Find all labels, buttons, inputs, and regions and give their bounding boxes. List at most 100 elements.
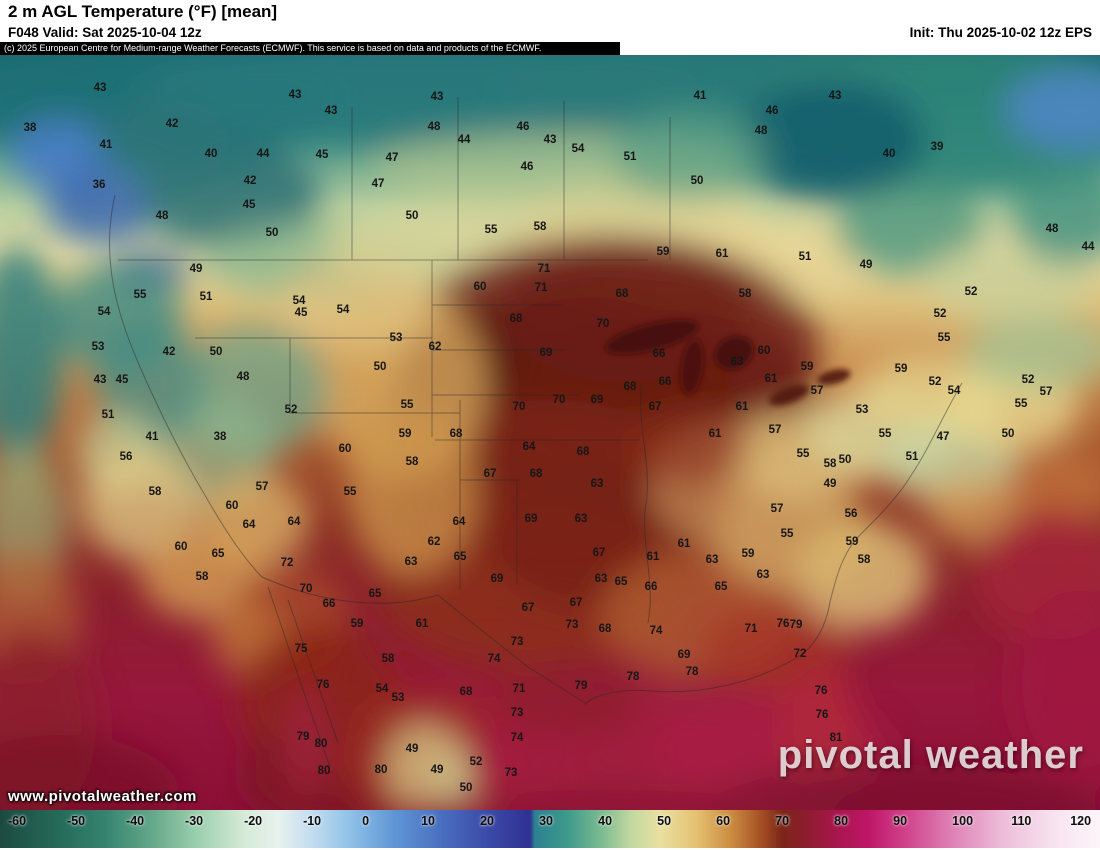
temp-label: 61 xyxy=(736,401,749,413)
temp-label: 59 xyxy=(657,246,670,258)
temp-label: 68 xyxy=(577,446,590,458)
temperature-map: 43 38 41 36 42 40 44 42 45 48 50 43 43 45 47 47 50 43 48 44… xyxy=(0,55,1100,810)
valid-time-label: F048 Valid: Sat 2025-10-04 12z xyxy=(8,25,202,40)
temp-label: 55 xyxy=(134,289,147,301)
temp-label: 45 xyxy=(116,374,129,386)
temp-label: 55 xyxy=(879,428,892,440)
temp-label: 75 xyxy=(295,643,308,655)
temp-label: 67 xyxy=(570,597,583,609)
temp-label: 44 xyxy=(458,134,471,146)
header: 2 m AGL Temperature (°F) [mean] F048 Val… xyxy=(0,0,1100,42)
temp-label: 51 xyxy=(799,251,812,263)
temp-label: 68 xyxy=(530,468,543,480)
temp-label: 79 xyxy=(297,731,310,743)
temp-label: 42 xyxy=(163,346,176,358)
temp-label: 73 xyxy=(511,636,524,648)
temp-label: 63 xyxy=(731,356,744,368)
colorbar-tick-label: -60 xyxy=(8,814,27,828)
temp-label: 57 xyxy=(811,385,824,397)
temp-label: 53 xyxy=(392,692,405,704)
temp-label: 68 xyxy=(460,686,473,698)
temp-label: 49 xyxy=(406,743,419,755)
temp-label: 55 xyxy=(781,528,794,540)
temp-label: 46 xyxy=(517,121,530,133)
page-title: 2 m AGL Temperature (°F) [mean] xyxy=(8,2,278,21)
colorbar-tick-label: -10 xyxy=(303,814,322,828)
temp-label: 50 xyxy=(266,227,279,239)
colorbar-tick-label: -40 xyxy=(126,814,145,828)
temp-label: 63 xyxy=(706,554,719,566)
temp-label: 52 xyxy=(965,286,978,298)
temp-label: 76 xyxy=(317,679,330,691)
temperature-field xyxy=(0,55,1100,810)
temp-label: 40 xyxy=(883,148,896,160)
colorbar-tick-label: 110 xyxy=(1011,814,1032,828)
temp-label: 65 xyxy=(212,548,225,560)
temp-label: 51 xyxy=(906,451,919,463)
temp-label: 42 xyxy=(166,118,179,130)
temp-label: 63 xyxy=(757,569,770,581)
temp-label: 43 xyxy=(94,82,107,94)
temp-label: 66 xyxy=(645,581,658,593)
map-canvas: 43 38 41 36 42 40 44 42 45 48 50 43 43 45 47 47 50 43 48 44… xyxy=(0,55,1100,810)
temp-label: 50 xyxy=(460,782,473,794)
temp-label: 54 xyxy=(293,295,306,307)
temp-label: 59 xyxy=(895,363,908,375)
temp-label: 57 xyxy=(771,503,784,515)
temp-label: 43 xyxy=(94,374,107,386)
temp-label: 67 xyxy=(593,547,606,559)
temp-label: 74 xyxy=(511,732,524,744)
temp-label: 59 xyxy=(846,536,859,548)
temp-label: 73 xyxy=(505,767,518,779)
colorbar-tick-label: -30 xyxy=(185,814,204,828)
temp-label: 80 xyxy=(318,765,331,777)
colorbar-tick-label: 70 xyxy=(775,814,790,828)
temp-label: 47 xyxy=(937,431,950,443)
temp-label: 58 xyxy=(382,653,395,665)
temp-label: 48 xyxy=(156,210,169,222)
temp-label: 48 xyxy=(1046,223,1059,235)
temp-label: 60 xyxy=(474,281,487,293)
temp-label: 61 xyxy=(647,551,660,563)
temp-label: 61 xyxy=(678,538,691,550)
temp-label: 44 xyxy=(257,148,270,160)
temp-label: 58 xyxy=(824,458,837,470)
temp-label: 79 xyxy=(790,619,803,631)
temp-label: 49 xyxy=(860,259,873,271)
temp-label: 59 xyxy=(351,618,364,630)
temp-label: 41 xyxy=(694,90,707,102)
great-lakes xyxy=(605,319,851,406)
ecmwf-copyright: (c) 2025 European Centre for Medium-rang… xyxy=(0,42,620,55)
temp-label: 60 xyxy=(758,345,771,357)
temp-label: 56 xyxy=(120,451,133,463)
map-borders xyxy=(109,97,963,768)
temp-label: 66 xyxy=(659,376,672,388)
temp-label: 57 xyxy=(769,424,782,436)
temp-label: 58 xyxy=(149,486,162,498)
temp-label: 60 xyxy=(226,500,239,512)
temp-label: 44 xyxy=(1082,241,1095,253)
colorbar-tick-label: 60 xyxy=(716,814,731,828)
colorbar-tick-label: 0 xyxy=(362,814,370,828)
temp-label: 72 xyxy=(794,648,807,660)
temp-label: 58 xyxy=(196,571,209,583)
temp-label: 48 xyxy=(237,371,250,383)
temp-label: 53 xyxy=(390,332,403,344)
temp-label: 69 xyxy=(540,347,553,359)
temp-label: 58 xyxy=(406,456,419,468)
temp-label: 54 xyxy=(98,306,111,318)
temp-label: 48 xyxy=(755,125,768,137)
temp-label: 64 xyxy=(288,516,301,528)
temp-label: 49 xyxy=(824,478,837,490)
temp-label: 69 xyxy=(491,573,504,585)
colorbar-tick-label: -50 xyxy=(67,814,86,828)
temp-label: 52 xyxy=(470,756,483,768)
temp-label: 63 xyxy=(595,573,608,585)
temp-label: 47 xyxy=(372,178,385,190)
temp-label: 60 xyxy=(175,541,188,553)
temp-label: 53 xyxy=(92,341,105,353)
temp-label: 55 xyxy=(797,448,810,460)
temp-label: 64 xyxy=(453,516,466,528)
temp-label: 38 xyxy=(214,431,227,443)
colorbar-tick-label: 40 xyxy=(598,814,613,828)
